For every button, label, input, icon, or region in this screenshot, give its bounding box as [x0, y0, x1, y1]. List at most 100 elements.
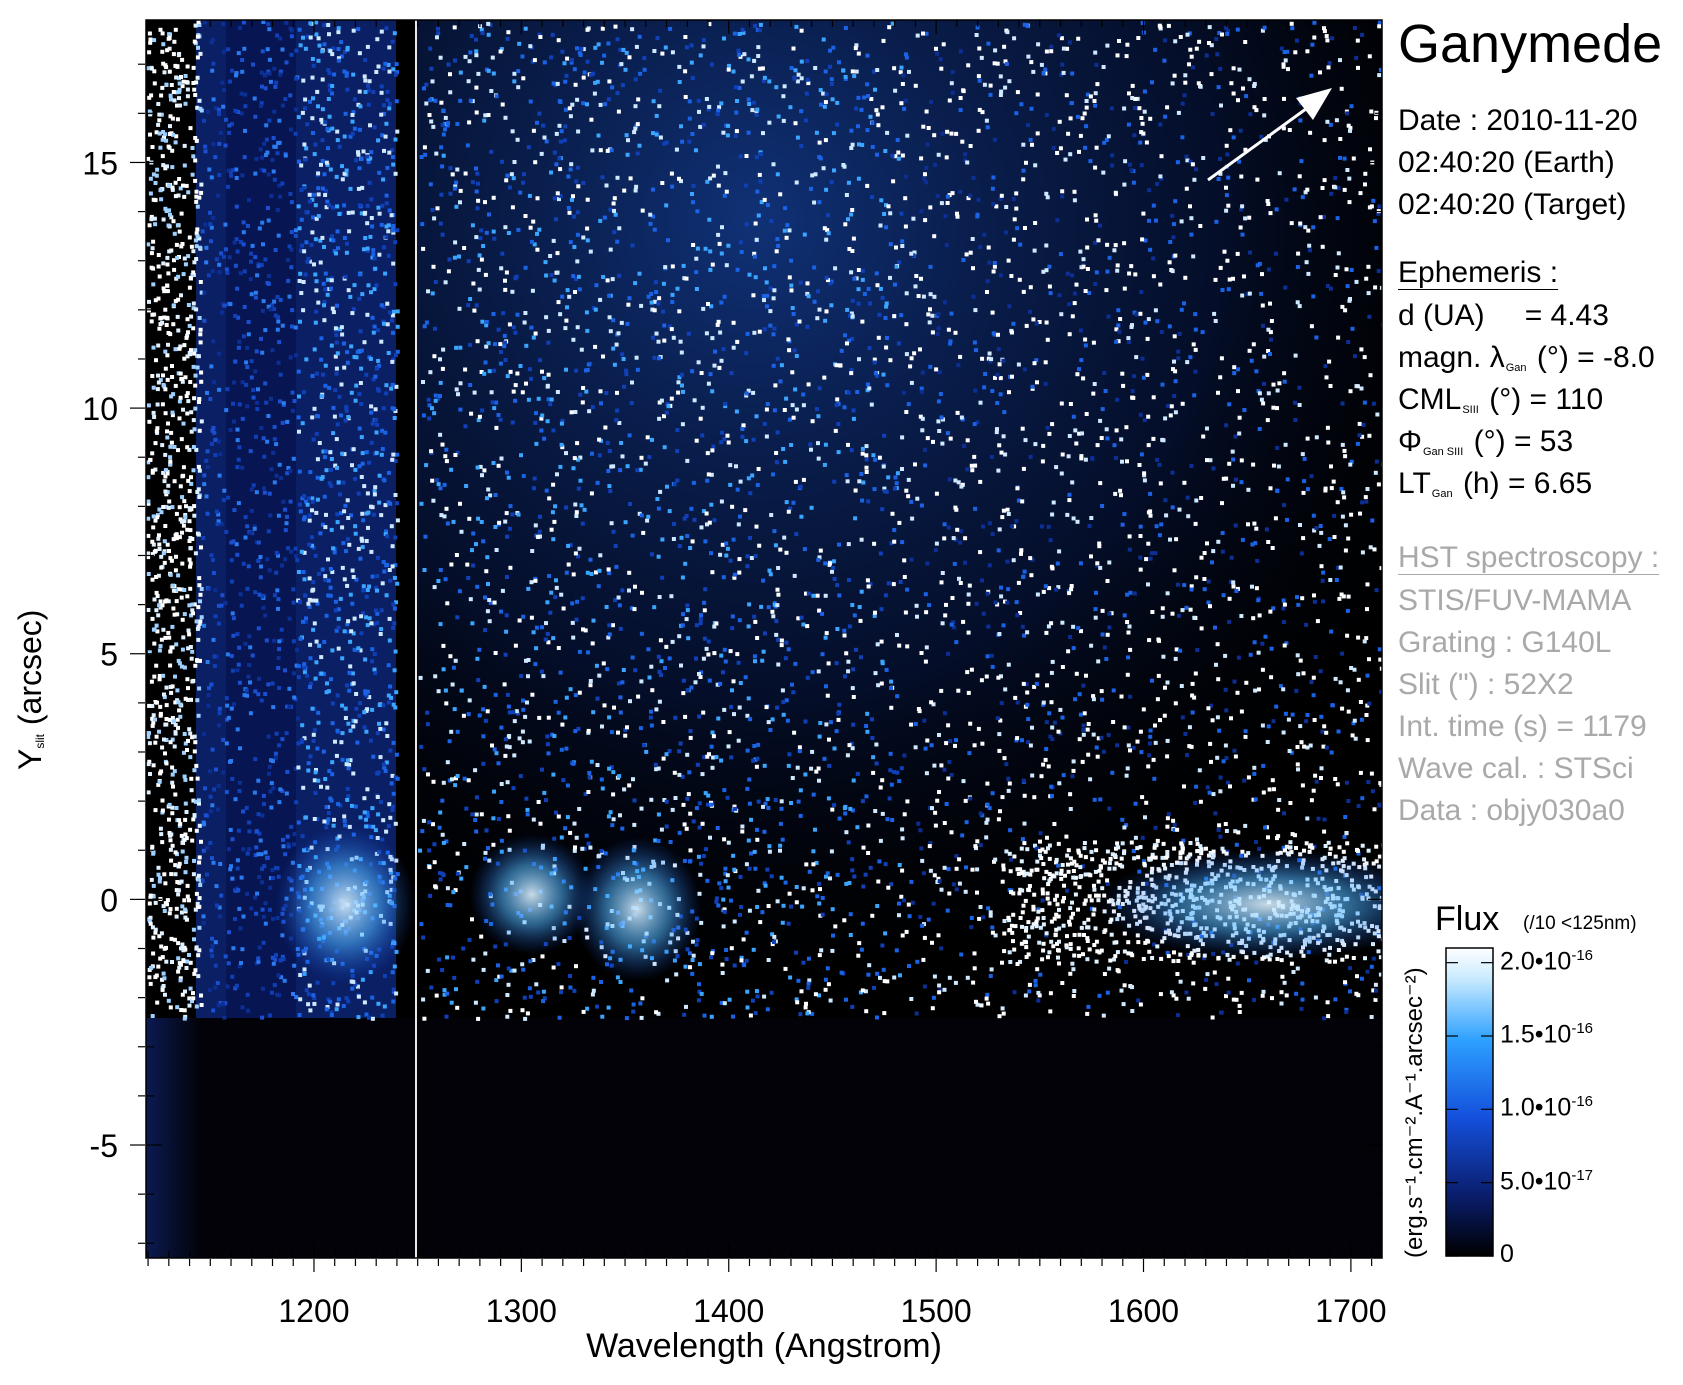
noise-dot — [761, 79, 766, 83]
noise-dot — [849, 371, 854, 376]
noise-dot — [348, 664, 353, 669]
noise-dot — [679, 535, 684, 540]
noise-dot — [737, 52, 742, 57]
noise-dot — [256, 812, 261, 817]
noise-dot — [831, 131, 836, 136]
noise-dot — [532, 242, 537, 247]
noise-dot — [545, 631, 550, 636]
noise-dot — [493, 944, 498, 949]
noise-dot — [830, 97, 835, 102]
noise-dot — [322, 672, 326, 677]
noise-dot — [660, 181, 665, 185]
noise-dot — [685, 603, 690, 608]
noise-dot — [276, 973, 281, 978]
noise-dot — [322, 23, 327, 28]
noise-dot — [278, 372, 283, 377]
noise-dot — [599, 401, 603, 406]
noise-dot — [799, 76, 804, 81]
noise-dot — [234, 167, 239, 172]
noise-dot — [233, 917, 237, 921]
noise-dot — [297, 1013, 302, 1017]
noise-dot — [482, 118, 487, 123]
noise-dot — [856, 51, 861, 56]
noise-dot — [190, 649, 195, 654]
noise-dot — [582, 507, 587, 512]
noise-dot — [613, 24, 618, 29]
noise-dot — [720, 542, 725, 547]
noise-dot — [213, 588, 218, 593]
noise-dot — [724, 948, 729, 952]
noise-dot — [865, 53, 870, 58]
noise-dot — [314, 639, 319, 644]
noise-dot — [160, 977, 165, 982]
noise-dot — [393, 137, 398, 142]
noise-dot — [283, 97, 288, 102]
noise-dot — [195, 227, 200, 232]
noise-dot — [529, 580, 534, 585]
noise-dot — [348, 639, 353, 644]
noise-dot — [178, 714, 183, 719]
noise-dot — [746, 624, 751, 629]
noise-dot — [165, 353, 170, 358]
noise-dot — [350, 311, 355, 316]
noise-dot — [280, 420, 285, 425]
noise-dot — [749, 74, 754, 79]
noise-dot — [714, 621, 719, 626]
noise-dot — [177, 535, 182, 540]
noise-dot — [335, 303, 339, 308]
noise-dot — [205, 845, 209, 850]
noise-dot — [154, 623, 159, 628]
noise-dot — [870, 145, 875, 149]
noise-dot — [331, 310, 336, 315]
noise-dot — [277, 743, 282, 748]
noise-dot — [391, 702, 396, 707]
noise-dot — [540, 369, 544, 374]
noise-dot — [458, 345, 463, 350]
noise-dot — [393, 72, 398, 77]
noise-dot — [370, 574, 375, 579]
noise-dot — [156, 102, 161, 106]
noise-dot — [296, 765, 301, 770]
noise-dot — [384, 760, 389, 765]
noise-dot — [201, 848, 206, 853]
noise-dot — [747, 777, 752, 782]
noise-dot — [608, 247, 613, 252]
noise-dot — [639, 513, 644, 518]
noise-dot — [224, 696, 229, 701]
noise-dot — [323, 525, 328, 530]
noise-dot — [391, 330, 395, 335]
noise-dot — [823, 561, 828, 566]
noise-dot — [239, 961, 243, 965]
noise-dot — [729, 946, 734, 951]
noise-dot — [149, 214, 154, 219]
noise-dot — [304, 988, 309, 993]
noise-dot — [738, 479, 743, 484]
noise-dot — [179, 946, 183, 951]
noise-dot — [387, 69, 392, 74]
noise-dot — [640, 208, 645, 213]
noise-dot — [662, 445, 667, 450]
noise-dot — [797, 749, 802, 754]
noise-dot — [300, 723, 305, 728]
noise-dot — [246, 1008, 251, 1013]
noise-dot — [146, 66, 151, 71]
noise-dot — [160, 31, 165, 36]
noise-dot — [500, 102, 505, 107]
noise-dot — [774, 249, 779, 254]
noise-dot — [443, 688, 448, 693]
noise-dot — [551, 81, 556, 86]
noise-dot — [611, 464, 616, 469]
noise-dot — [329, 1010, 334, 1015]
noise-dot — [801, 392, 806, 397]
noise-dot — [169, 394, 174, 399]
noise-dot — [307, 983, 312, 988]
noise-dot — [440, 164, 445, 169]
noise-dot — [210, 943, 215, 948]
noise-dot — [607, 293, 612, 298]
noise-dot — [216, 784, 221, 788]
noise-dot — [181, 272, 186, 277]
noise-dot — [150, 246, 155, 251]
noise-dot — [328, 286, 333, 291]
noise-dot — [210, 936, 214, 941]
noise-dot — [762, 881, 767, 886]
